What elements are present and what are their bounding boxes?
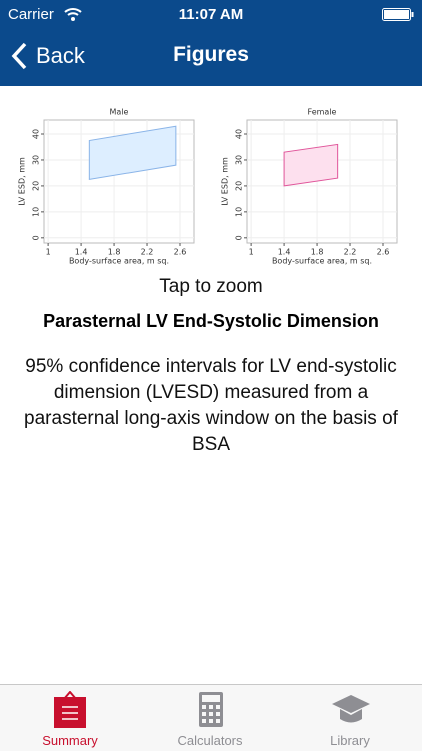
range-band <box>88 125 177 181</box>
x-tick-label: 2.6 <box>174 248 187 257</box>
x-tick-label: 1 <box>46 248 51 257</box>
back-button[interactable]: Back <box>10 40 100 72</box>
tab-label: Calculators <box>177 733 243 748</box>
hint: Tap to zoom <box>159 276 263 297</box>
tab-label: Summary <box>42 733 98 748</box>
x-axis-label: Body-surface area, m sq. <box>272 257 372 266</box>
battery-icon <box>382 8 414 21</box>
chart[interactable]: Female 0 10 20 30 40 1 1.4 1.8 2.2 2.6 Body-surface… <box>213 100 408 270</box>
chart-title: Male <box>110 108 129 117</box>
y-tick-label: 10 <box>235 207 244 217</box>
y-tick-label: 10 <box>32 207 41 217</box>
y-tick-label: 40 <box>235 129 244 139</box>
wifi-icon <box>64 8 82 21</box>
y-tick-label: 40 <box>32 129 41 139</box>
tab-label: Library <box>330 733 370 748</box>
heading: Parasternal LV End-Systolic Dimension <box>43 311 379 331</box>
x-tick-label: 2.2 <box>141 248 154 257</box>
carrier: Carrier <box>8 6 54 23</box>
x-tick-label: 2.2 <box>344 248 357 257</box>
calculator-icon <box>199 692 223 727</box>
chart-title: Female <box>308 108 337 117</box>
x-axis-label: Body-surface area, m sq. <box>69 257 169 266</box>
chart[interactable]: Male 0 10 20 30 40 1 1.4 1.8 2.2 2.6 Body-surface a… <box>10 100 205 270</box>
x-tick-label: 1.8 <box>108 248 121 257</box>
tab-bar: Summary Calculators Library <box>0 684 422 751</box>
y-axis-label: LV ESD, mm <box>18 157 27 206</box>
clock: 11:07 AM <box>178 6 244 23</box>
y-axis-label: LV ESD, mm <box>221 157 230 206</box>
back-label: Back <box>36 43 85 68</box>
y-tick-label: 0 <box>32 235 41 240</box>
y-tick-label: 20 <box>235 181 244 191</box>
x-tick-label: 1.8 <box>311 248 324 257</box>
tab-summary[interactable]: Summary <box>0 685 140 751</box>
description: 95% confidence intervals for LV end-syst… <box>24 356 398 455</box>
y-tick-label: 20 <box>32 181 41 191</box>
tab-library[interactable]: Library <box>280 685 422 751</box>
tab-calculators[interactable]: Calculators <box>140 685 280 751</box>
x-tick-label: 2.6 <box>377 248 390 257</box>
header: Carrier 11:07 AM Back Figures <box>0 0 422 86</box>
plot-area <box>246 119 398 244</box>
y-tick-label: 30 <box>235 155 244 165</box>
x-tick-label: 1 <box>249 248 254 257</box>
nav-title: Figures <box>173 43 249 66</box>
library-icon <box>332 695 370 723</box>
x-tick-label: 1.4 <box>278 248 291 257</box>
back-chevron <box>11 42 27 70</box>
y-tick-label: 0 <box>235 235 244 240</box>
x-tick-label: 1.4 <box>75 248 88 257</box>
y-tick-label: 30 <box>32 155 41 165</box>
summary-icon <box>54 691 86 728</box>
range-band <box>283 143 339 187</box>
